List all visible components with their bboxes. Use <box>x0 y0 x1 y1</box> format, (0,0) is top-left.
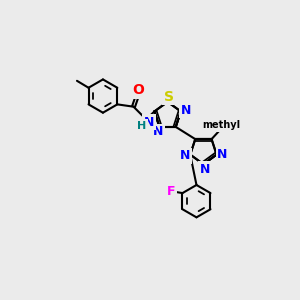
Text: H: H <box>137 121 146 131</box>
Text: N: N <box>180 149 190 162</box>
Text: N: N <box>180 149 190 162</box>
Text: O: O <box>132 83 144 97</box>
Text: N: N <box>153 125 164 139</box>
Text: N: N <box>181 104 191 117</box>
Text: N: N <box>200 163 211 176</box>
Text: N: N <box>153 125 164 139</box>
Text: F: F <box>167 185 175 198</box>
Text: N: N <box>144 116 154 129</box>
Text: methyl: methyl <box>202 120 241 130</box>
Text: N: N <box>200 163 211 176</box>
Text: O: O <box>132 83 144 97</box>
Text: H: H <box>137 121 146 131</box>
Text: methyl: methyl <box>202 120 241 130</box>
Text: N: N <box>217 148 228 161</box>
Text: N: N <box>144 116 154 129</box>
Text: S: S <box>164 90 174 104</box>
Text: F: F <box>167 185 175 198</box>
Text: N: N <box>217 148 228 161</box>
Text: S: S <box>164 90 174 104</box>
Text: N: N <box>181 104 191 117</box>
